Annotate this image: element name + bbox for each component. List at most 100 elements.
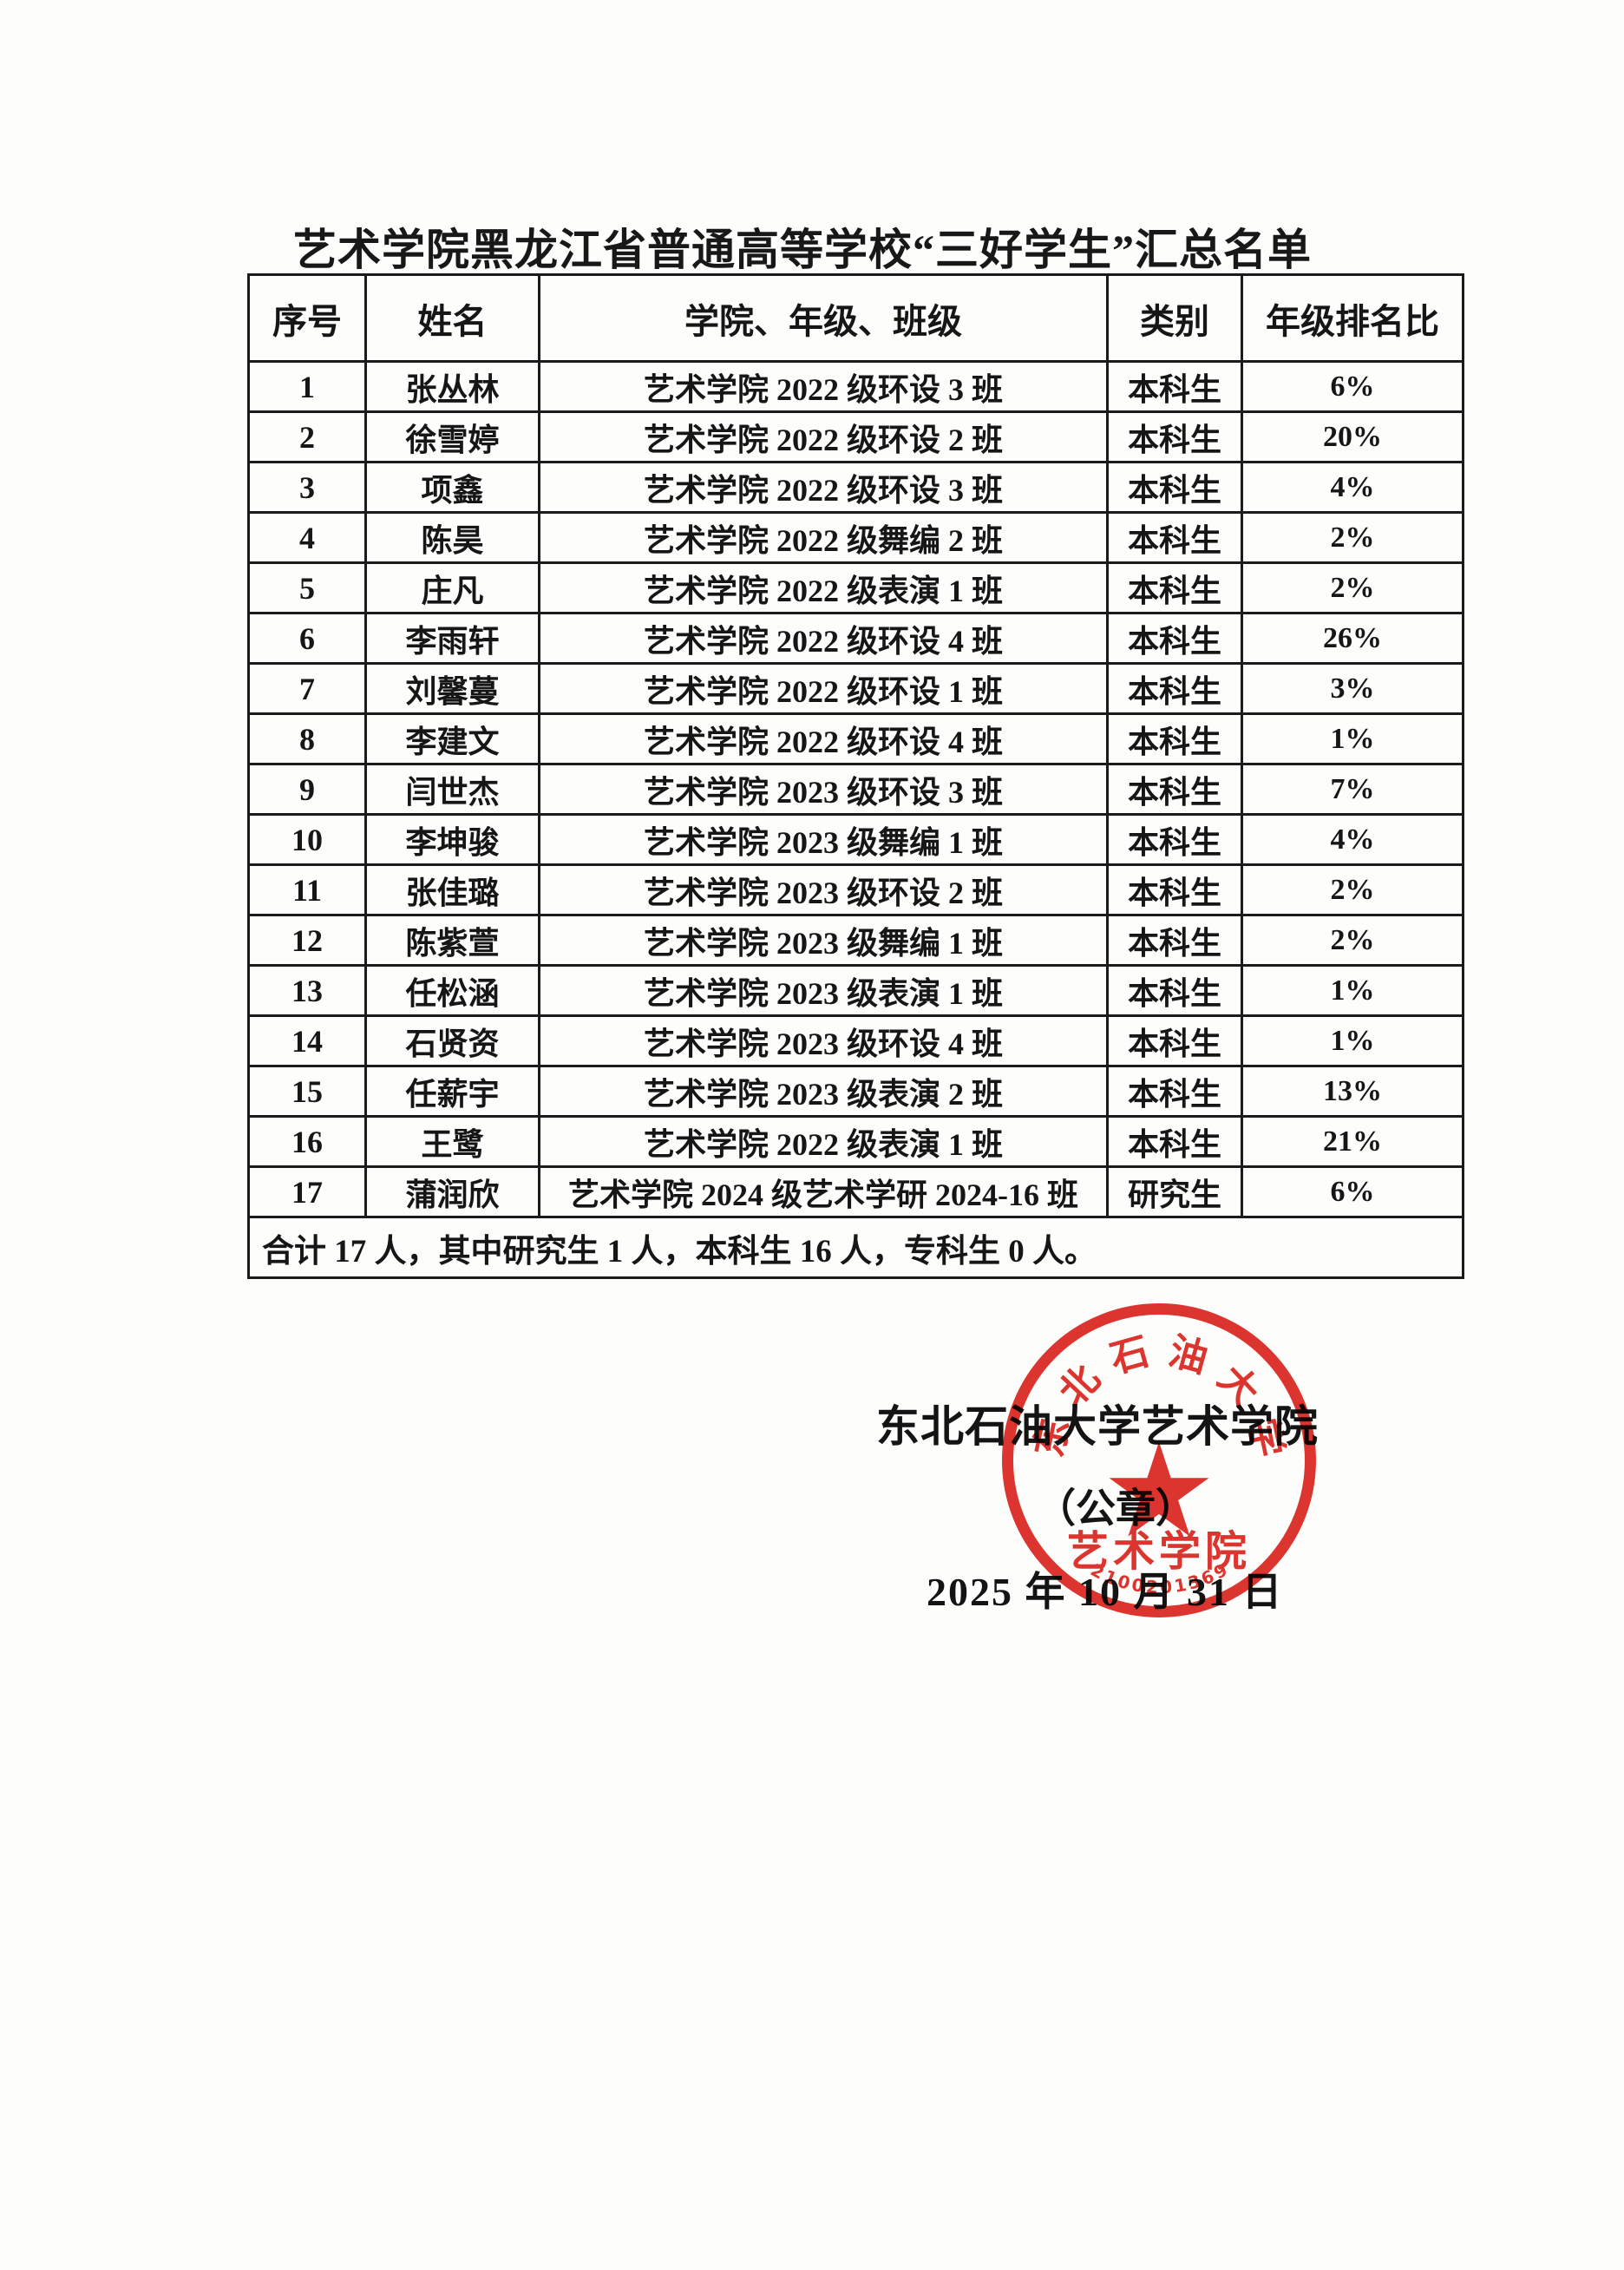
cell-category: 本科生 (1106, 410, 1243, 463)
cell-category: 本科生 (1106, 612, 1243, 665)
cell-college-class: 艺术学院 2022 级表演 1 班 (538, 1115, 1109, 1168)
cell-no: 3 (247, 461, 367, 514)
table-row: 15 任薪宇 艺术学院 2023 级表演 2 班本科生 13% (247, 1065, 1464, 1118)
column-header: 学院、年级、班级 (538, 273, 1109, 363)
table-row: 2 徐雪婷 艺术学院 2022 级环设 2 班本科生 20% (247, 410, 1464, 463)
table-row: 7 刘馨蔓 艺术学院 2022 级环设 1 班本科生 3% (247, 662, 1464, 715)
cell-category: 本科生 (1106, 1014, 1243, 1067)
cell-name: 李建文 (364, 712, 540, 765)
cell-rank: 1% (1241, 964, 1464, 1017)
cell-college-class: 艺术学院 2023 级环设 3 班 (538, 763, 1109, 816)
cell-category: 研究生 (1106, 1165, 1243, 1218)
cell-category: 本科生 (1106, 763, 1243, 816)
cell-college-class: 艺术学院 2022 级环设 1 班 (538, 662, 1109, 715)
cell-category: 本科生 (1106, 1115, 1243, 1168)
cell-rank: 2% (1241, 561, 1464, 614)
cell-no: 7 (247, 662, 367, 715)
table-row: 4 陈昊 艺术学院 2022 级舞编 2 班本科生 2% (247, 511, 1464, 564)
cell-name: 刘馨蔓 (364, 662, 540, 715)
cell-name: 李雨轩 (364, 612, 540, 665)
table-row: 14 石贤资 艺术学院 2023 级环设 4 班本科生 1% (247, 1014, 1464, 1067)
cell-name: 陈昊 (364, 511, 540, 564)
cell-no: 11 (247, 863, 367, 916)
cell-no: 8 (247, 712, 367, 765)
document-title: 艺术学院黑龙江省普通高等学校“三好学生”汇总名单 (293, 226, 1312, 274)
cell-rank: 4% (1241, 813, 1464, 866)
cell-college-class: 艺术学院 2023 级环设 4 班 (538, 1014, 1109, 1067)
seal-center-text: 艺术学院 (1066, 1529, 1252, 1575)
cell-no: 1 (247, 360, 367, 413)
cell-name: 张佳璐 (364, 863, 540, 916)
cell-college-class: 艺术学院 2022 级环设 3 班 (538, 461, 1109, 514)
cell-name: 石贤资 (364, 1014, 540, 1067)
cell-college-class: 艺术学院 2022 级表演 1 班 (538, 561, 1109, 614)
cell-name: 闫世杰 (364, 763, 540, 816)
cell-name: 徐雪婷 (364, 410, 540, 463)
cell-name: 项鑫 (364, 461, 540, 514)
seal-serial-digit: 2 (1145, 1576, 1159, 1598)
table-row: 10 李坤骏 艺术学院 2023 级舞编 1 班本科生 4% (247, 813, 1464, 866)
cell-college-class: 艺术学院 2023 级表演 2 班 (538, 1065, 1109, 1118)
cell-no: 14 (247, 1014, 367, 1067)
cell-college-class: 艺术学院 2023 级舞编 1 班 (538, 813, 1109, 866)
cell-no: 10 (247, 813, 367, 866)
cell-rank: 26% (1241, 612, 1464, 665)
table-row: 9 闫世杰 艺术学院 2023 级环设 3 班本科生 7% (247, 763, 1464, 816)
cell-rank: 13% (1241, 1065, 1464, 1118)
cell-category: 本科生 (1106, 863, 1243, 916)
cell-no: 2 (247, 410, 367, 463)
summary-text: 合计 17 人，其中研究生 1 人，本科生 16 人，专科生 0 人。 (247, 1216, 1464, 1279)
summary-row: 合计 17 人，其中研究生 1 人，本科生 16 人，专科生 0 人。 (247, 1216, 1464, 1279)
cell-no: 16 (247, 1115, 367, 1168)
cell-rank: 2% (1241, 914, 1464, 967)
table-row: 11 张佳璐 艺术学院 2023 级环设 2 班本科生 2% (247, 863, 1464, 916)
column-header: 姓名 (364, 273, 540, 363)
cell-rank: 7% (1241, 763, 1464, 816)
table-row: 13 任松涵 艺术学院 2023 级表演 1 班本科生 1% (247, 964, 1464, 1017)
cell-college-class: 艺术学院 2022 级舞编 2 班 (538, 511, 1109, 564)
cell-rank: 6% (1241, 360, 1464, 413)
cell-no: 6 (247, 612, 367, 665)
cell-no: 9 (247, 763, 367, 816)
cell-name: 蒲润欣 (364, 1165, 540, 1218)
column-header: 年级排名比 (1241, 273, 1464, 363)
cell-no: 4 (247, 511, 367, 564)
cell-name: 庄凡 (364, 561, 540, 614)
column-header: 序号 (247, 273, 367, 363)
seal-serial-digit: 0 (1159, 1576, 1173, 1598)
cell-name: 任松涵 (364, 964, 540, 1017)
cell-rank: 2% (1241, 511, 1464, 564)
cell-rank: 1% (1241, 1014, 1464, 1067)
cell-college-class: 艺术学院 2023 级舞编 1 班 (538, 914, 1109, 967)
cell-category: 本科生 (1106, 662, 1243, 715)
cell-name: 任薪宇 (364, 1065, 540, 1118)
cell-category: 本科生 (1106, 511, 1243, 564)
table-row: 17 蒲润欣 艺术学院 2024 级艺术学研 2024-16 班研究生 6% (247, 1165, 1464, 1218)
cell-no: 5 (247, 561, 367, 614)
cell-college-class: 艺术学院 2022 级环设 4 班 (538, 612, 1109, 665)
cell-rank: 21% (1241, 1115, 1464, 1168)
table-row: 12 陈紫萱 艺术学院 2023 级舞编 1 班本科生 2% (247, 914, 1464, 967)
table-row: 1 张丛林 艺术学院 2022 级环设 3 班本科生 6% (247, 360, 1464, 413)
cell-name: 王鹭 (364, 1115, 540, 1168)
cell-college-class: 艺术学院 2022 级环设 2 班 (538, 410, 1109, 463)
cell-category: 本科生 (1106, 712, 1243, 765)
cell-college-class: 艺术学院 2024 级艺术学研 2024-16 班 (538, 1165, 1109, 1218)
cell-no: 17 (247, 1165, 367, 1218)
cell-category: 本科生 (1106, 461, 1243, 514)
cell-name: 李坤骏 (364, 813, 540, 866)
star-icon: ★ (1100, 1416, 1218, 1568)
table-row: 5 庄凡 艺术学院 2022 级表演 1 班本科生 2% (247, 561, 1464, 614)
cell-no: 13 (247, 964, 367, 1017)
cell-category: 本科生 (1106, 360, 1243, 413)
cell-category: 本科生 (1106, 813, 1243, 866)
table-row: 8 李建文 艺术学院 2022 级环设 4 班本科生 1% (247, 712, 1464, 765)
cell-name: 张丛林 (364, 360, 540, 413)
cell-college-class: 艺术学院 2023 级表演 1 班 (538, 964, 1109, 1017)
cell-category: 本科生 (1106, 561, 1243, 614)
cell-college-class: 艺术学院 2022 级环设 3 班 (538, 360, 1109, 413)
cell-rank: 3% (1241, 662, 1464, 715)
cell-no: 12 (247, 914, 367, 967)
